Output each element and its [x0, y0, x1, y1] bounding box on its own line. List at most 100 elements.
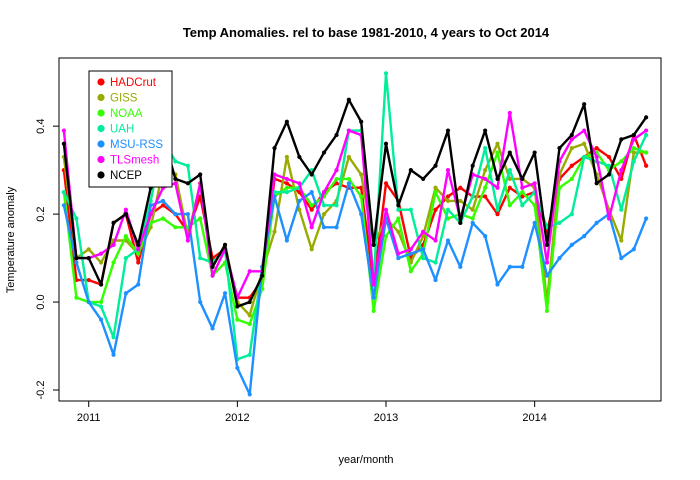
data-point-ncep	[260, 273, 265, 278]
data-point-giss	[631, 150, 636, 155]
data-point-msu-rss	[520, 264, 525, 269]
data-point-ncep	[61, 141, 67, 146]
data-point-tlsmesh	[309, 225, 314, 230]
legend-label-hadcrut: HADCrut	[110, 77, 157, 89]
data-point-tlsmesh	[371, 282, 376, 287]
data-point-ncep	[532, 150, 537, 155]
data-point-noaa	[148, 220, 153, 226]
data-point-tlsmesh	[148, 212, 153, 217]
data-point-noaa	[569, 176, 574, 182]
data-point-uah	[644, 132, 649, 138]
legend-label-uah: UAH	[110, 124, 134, 136]
data-point-msu-rss	[321, 225, 327, 230]
data-point-giss	[433, 185, 438, 190]
data-point-msu-rss	[433, 277, 438, 283]
legend: HADCrut GISS NOAA UAH MSU-RSS TLSmesh NCEP	[88, 70, 173, 188]
data-point-ncep	[235, 304, 240, 309]
data-point-hadcrut	[507, 185, 512, 190]
data-point-giss	[619, 238, 624, 243]
data-point-tlsmesh	[247, 269, 252, 274]
data-point-giss	[272, 229, 277, 234]
y-tick-label: 0.4	[35, 119, 47, 134]
data-point-hadcrut	[483, 194, 488, 199]
data-point-msu-rss	[210, 326, 215, 331]
data-point-noaa	[247, 321, 252, 327]
data-point-uah	[483, 146, 488, 151]
data-point-ncep	[644, 115, 649, 120]
data-point-hadcrut	[520, 194, 525, 199]
data-point-noaa	[359, 194, 364, 199]
data-point-msu-rss	[396, 255, 401, 261]
data-point-hadcrut	[606, 154, 612, 160]
data-point-tlsmesh	[483, 176, 488, 182]
data-point-tlsmesh	[61, 128, 67, 133]
data-point-uah	[445, 207, 451, 212]
data-point-msu-rss	[582, 233, 587, 239]
series-line-msu-rss	[62, 182, 648, 396]
data-point-tlsmesh	[136, 247, 141, 252]
data-point-uah	[507, 168, 512, 173]
data-point-tlsmesh	[532, 181, 537, 186]
data-point-noaa	[98, 299, 104, 305]
data-point-uah	[421, 255, 426, 261]
data-point-hadcrut	[383, 181, 389, 186]
data-point-ncep	[346, 97, 351, 102]
data-point-ncep	[321, 150, 327, 155]
data-point-msu-rss	[470, 220, 475, 226]
data-point-ncep	[421, 176, 426, 182]
data-point-noaa	[557, 185, 562, 190]
data-point-giss	[346, 154, 351, 160]
data-point-noaa	[433, 190, 438, 195]
legend-marker-hadcrut	[97, 78, 105, 86]
data-point-msu-rss	[631, 247, 636, 252]
data-point-noaa	[371, 308, 376, 313]
data-point-msu-rss	[272, 194, 277, 199]
data-point-noaa	[495, 150, 500, 155]
data-point-hadcrut	[569, 163, 574, 168]
data-point-hadcrut	[86, 277, 91, 283]
data-point-uah	[321, 203, 327, 208]
data-point-tlsmesh	[619, 168, 624, 173]
series-line-tlsmesh	[62, 111, 648, 299]
data-point-msu-rss	[235, 365, 240, 371]
data-point-msu-rss	[458, 264, 463, 269]
data-point-msu-rss	[495, 282, 500, 287]
data-point-msu-rss	[86, 299, 91, 305]
data-point-uah	[334, 203, 339, 208]
data-point-tlsmesh	[272, 172, 277, 177]
data-point-uah	[495, 207, 500, 212]
data-point-tlsmesh	[569, 137, 574, 142]
plot-frame	[58, 57, 662, 402]
data-point-uah	[396, 207, 401, 212]
data-point-uah	[619, 207, 624, 212]
chart-title: Temp Anomalies. rel to base 1981-2010, 4…	[183, 25, 550, 40]
legend-marker-msu-rss	[97, 140, 105, 148]
data-point-ncep	[470, 163, 475, 168]
x-axis-label: year/month	[338, 454, 393, 466]
data-point-giss	[247, 313, 252, 318]
data-point-uah	[631, 159, 636, 164]
data-point-uah	[173, 159, 178, 164]
data-point-ncep	[123, 212, 128, 217]
series-layer	[61, 71, 649, 397]
data-point-giss	[98, 260, 104, 265]
data-point-tlsmesh	[582, 128, 587, 133]
data-point-ncep	[359, 119, 364, 124]
data-point-msu-rss	[123, 291, 128, 296]
data-point-ncep	[631, 132, 636, 138]
series-msu-rss	[61, 181, 649, 397]
data-point-hadcrut	[594, 146, 599, 151]
data-point-tlsmesh	[346, 128, 351, 133]
data-point-noaa	[408, 269, 413, 274]
data-point-msu-rss	[247, 392, 252, 397]
data-point-giss	[582, 141, 587, 146]
data-point-msu-rss	[297, 198, 302, 204]
data-point-tlsmesh	[631, 137, 636, 142]
data-point-noaa	[111, 260, 116, 265]
data-point-hadcrut	[445, 194, 451, 199]
data-point-uah	[520, 203, 525, 208]
data-point-msu-rss	[445, 238, 451, 243]
data-point-giss	[86, 247, 91, 252]
data-point-noaa	[346, 176, 351, 182]
legend-label-giss: GISS	[110, 93, 138, 105]
